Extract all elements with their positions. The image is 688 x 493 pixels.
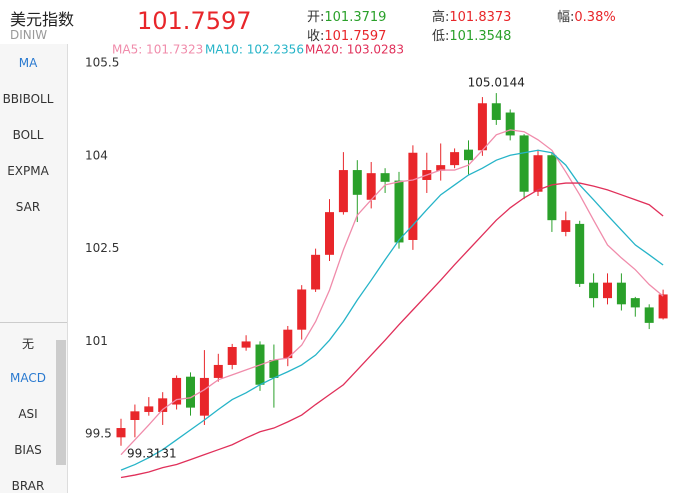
price: 101.7597 bbox=[137, 7, 252, 35]
candle-body bbox=[130, 411, 140, 420]
stat-label: 收: bbox=[307, 29, 325, 44]
candle-body bbox=[408, 152, 418, 240]
candle-body bbox=[477, 103, 487, 151]
index-name: 美元指数 bbox=[10, 10, 75, 29]
candle-body bbox=[283, 329, 293, 359]
candle-body bbox=[394, 180, 404, 243]
candle-body bbox=[589, 282, 599, 299]
menu-item[interactable]: BRAR bbox=[11, 479, 45, 493]
candle-body bbox=[644, 307, 654, 323]
menu-item[interactable]: EXPMA bbox=[7, 164, 49, 178]
candle-body bbox=[144, 406, 154, 412]
stat-value: 101.3719 bbox=[324, 10, 387, 25]
stat: 高:101.8373 bbox=[432, 6, 511, 25]
candle-body bbox=[533, 155, 543, 192]
legend-entry: MA20: 103.0283 bbox=[305, 43, 404, 57]
candle-body bbox=[352, 170, 362, 195]
header: 美元指数 DINIW 101.7597 开:101.3719 收:101.759… bbox=[0, 0, 688, 44]
stat: 幅:0.38% bbox=[557, 6, 616, 25]
stat: 收:101.7597 bbox=[307, 25, 386, 44]
candle-body bbox=[366, 173, 376, 200]
stat-value: 101.7597 bbox=[324, 29, 387, 44]
ma-line bbox=[120, 182, 664, 479]
candle-body bbox=[297, 289, 307, 330]
stat-value: 101.3548 bbox=[449, 29, 512, 44]
candle-body bbox=[519, 135, 529, 192]
menu-item[interactable]: BBIBOLL bbox=[2, 92, 54, 106]
candle-body bbox=[199, 377, 209, 416]
candle-body bbox=[325, 212, 334, 255]
candle-body bbox=[491, 103, 501, 120]
candle-body bbox=[213, 364, 223, 378]
menu-item[interactable]: MACD bbox=[10, 371, 46, 385]
y-tick-label: 102.5 bbox=[85, 241, 119, 255]
candle-body bbox=[380, 173, 390, 182]
annotation: 99.3131 bbox=[127, 446, 177, 460]
candle-body bbox=[464, 149, 473, 161]
candle-body bbox=[158, 398, 168, 412]
candle-body bbox=[630, 298, 640, 308]
y-tick-label: 105.5 bbox=[85, 56, 119, 70]
menu-item[interactable]: ASI bbox=[18, 407, 38, 421]
stat: 低:101.3548 bbox=[432, 25, 511, 44]
candle-body bbox=[603, 282, 612, 299]
legend-entry: MA10: 102.2356 bbox=[205, 43, 304, 57]
separator bbox=[0, 322, 67, 323]
candle-body bbox=[450, 152, 460, 166]
y-tick-label: 101 bbox=[85, 334, 108, 348]
candle-body bbox=[269, 359, 279, 378]
candle-body bbox=[561, 220, 571, 232]
candle-body bbox=[547, 155, 557, 221]
scrollbar bbox=[56, 340, 66, 465]
candle-body bbox=[658, 294, 668, 319]
ma-line bbox=[120, 149, 664, 471]
stat: 开:101.3719 bbox=[307, 6, 386, 25]
candle-body bbox=[116, 428, 126, 438]
menu-item[interactable]: BOLL bbox=[12, 128, 44, 142]
candle-body bbox=[172, 377, 182, 405]
candle-body bbox=[227, 347, 237, 365]
legend-entry: MA5: 101.7323 bbox=[112, 43, 203, 57]
candle-body bbox=[311, 254, 321, 290]
y-tick-label: 104 bbox=[85, 148, 108, 162]
y-tick-label: 99.5 bbox=[85, 427, 112, 441]
sidebar: MA BBIBOLL BOLL EXPMA SAR 无 MACD ASI BIA… bbox=[0, 44, 68, 493]
candle-body bbox=[505, 112, 515, 136]
candle-body bbox=[436, 165, 446, 171]
stat-label: 开: bbox=[307, 10, 325, 25]
stat-label: 低: bbox=[432, 29, 450, 44]
stat-value: 0.38% bbox=[574, 10, 616, 25]
menu-item[interactable]: SAR bbox=[15, 200, 41, 214]
annotation: 105.0144 bbox=[468, 76, 525, 90]
menu-item[interactable]: BIAS bbox=[14, 443, 42, 457]
stat-value: 101.8373 bbox=[449, 10, 512, 25]
index-code: DINIW bbox=[10, 28, 48, 42]
candle-body bbox=[616, 282, 626, 305]
candle-body bbox=[575, 223, 585, 284]
menu-item[interactable]: 无 bbox=[21, 337, 34, 351]
menu-item[interactable]: MA bbox=[18, 56, 38, 70]
candle-body bbox=[186, 376, 195, 408]
stat-label: 幅: bbox=[557, 10, 575, 25]
candle-body bbox=[338, 170, 348, 213]
candle-body bbox=[241, 341, 251, 348]
stat-label: 高: bbox=[432, 10, 450, 25]
